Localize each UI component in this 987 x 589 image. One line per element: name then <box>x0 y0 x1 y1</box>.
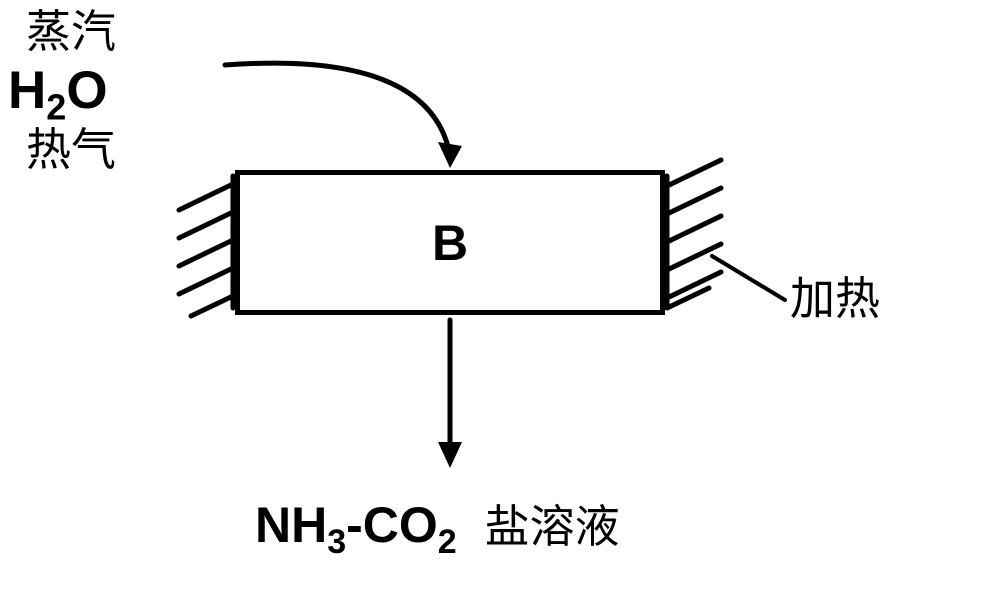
output-co: -CO <box>346 497 438 553</box>
heating-leader <box>712 256 785 300</box>
output-nh: NH <box>255 497 327 553</box>
hatch-right <box>667 160 721 308</box>
hatch-left <box>179 176 233 316</box>
input-hotgas-label: 热气 <box>26 126 116 176</box>
input-h2o-2: 2 <box>46 87 66 128</box>
input-arrow <box>225 63 462 168</box>
input-h2o-h: H <box>8 61 46 120</box>
input-h2o-formula: H2O <box>8 62 108 127</box>
input-h2o-o: O <box>66 61 107 120</box>
output-arrow <box>438 320 462 468</box>
reactor-box-label: B <box>432 214 468 272</box>
heating-label: 加热 <box>790 275 880 325</box>
output-salt-solution: 盐溶液 <box>485 502 620 552</box>
reactor-box: B <box>235 170 665 315</box>
output-label: NH3-CO2 盐溶液 <box>255 498 620 561</box>
output-3: 3 <box>327 523 346 561</box>
output-2: 2 <box>438 523 457 561</box>
input-steam-label: 蒸汽 <box>26 8 116 58</box>
